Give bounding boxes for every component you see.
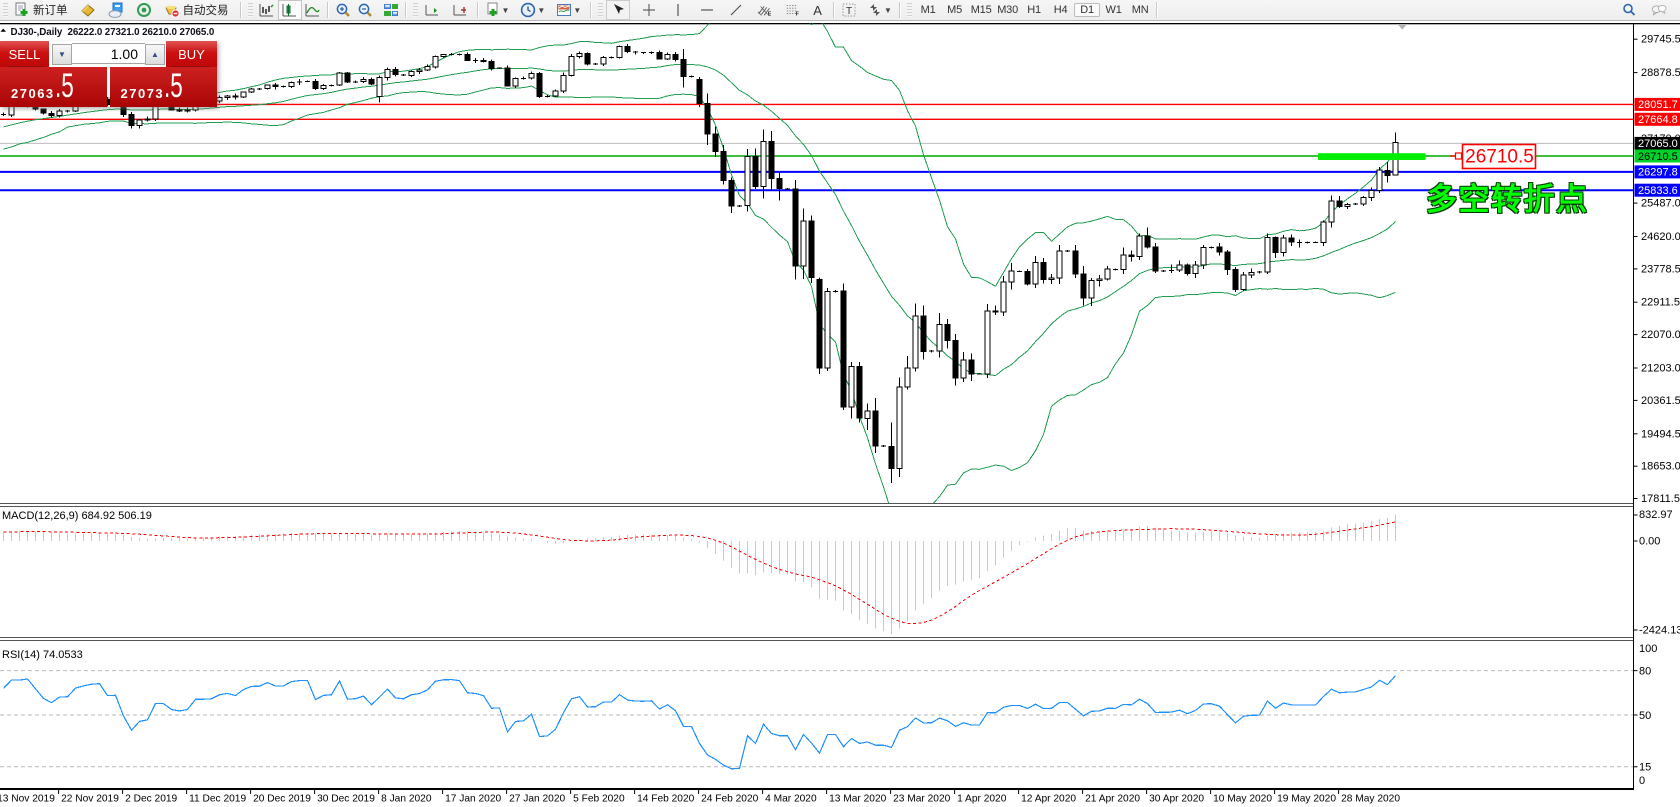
svg-text:30 Dec 2019: 30 Dec 2019 — [317, 794, 375, 805]
svg-text:22911.5: 22911.5 — [1641, 297, 1680, 309]
svg-text:0: 0 — [1639, 775, 1645, 787]
svg-text:21203.0: 21203.0 — [1641, 363, 1680, 375]
svg-text:RSI(14) 74.0533: RSI(14) 74.0533 — [2, 649, 83, 661]
svg-text:10 May 2020: 10 May 2020 — [1213, 794, 1272, 805]
svg-text:26710.5: 26710.5 — [1638, 151, 1678, 163]
svg-text:12 Apr 2020: 12 Apr 2020 — [1021, 794, 1076, 805]
svg-text:13 Mar 2020: 13 Mar 2020 — [829, 794, 887, 805]
svg-text:832.97: 832.97 — [1639, 509, 1673, 521]
svg-text:2 Dec 2019: 2 Dec 2019 — [125, 794, 177, 805]
svg-text:13 Nov 2019: 13 Nov 2019 — [0, 794, 55, 805]
svg-text:F: F — [796, 11, 800, 17]
svg-text:100: 100 — [1639, 643, 1657, 655]
svg-text:50: 50 — [1639, 710, 1651, 722]
svg-text:14 Feb 2020: 14 Feb 2020 — [637, 794, 695, 805]
svg-text:4 Mar 2020: 4 Mar 2020 — [765, 794, 817, 805]
svg-text:24 Feb 2020: 24 Feb 2020 — [701, 794, 759, 805]
svg-text:25487.0: 25487.0 — [1641, 198, 1680, 210]
svg-text:28051.7: 28051.7 — [1638, 99, 1678, 111]
svg-text:22 Nov 2019: 22 Nov 2019 — [61, 794, 119, 805]
svg-text:21 Apr 2020: 21 Apr 2020 — [1085, 794, 1140, 805]
svg-text:26710.5: 26710.5 — [1465, 147, 1534, 168]
svg-text:1 Apr 2020: 1 Apr 2020 — [957, 794, 1007, 805]
svg-text:80: 80 — [1639, 665, 1651, 677]
svg-text:-2424.13: -2424.13 — [1639, 625, 1680, 637]
svg-text:18653.0: 18653.0 — [1641, 461, 1680, 473]
svg-text:8 Jan 2020: 8 Jan 2020 — [381, 794, 432, 805]
svg-text:23 Mar 2020: 23 Mar 2020 — [893, 794, 951, 805]
svg-text:30 Apr 2020: 30 Apr 2020 — [1149, 794, 1204, 805]
svg-text:17 Jan 2020: 17 Jan 2020 — [445, 794, 501, 805]
svg-text:27664.8: 27664.8 — [1638, 114, 1678, 126]
svg-text:27 Jan 2020: 27 Jan 2020 — [509, 794, 565, 805]
svg-text:26297.8: 26297.8 — [1638, 167, 1678, 179]
svg-text:T: T — [846, 6, 852, 17]
svg-text:11 Dec 2019: 11 Dec 2019 — [189, 794, 246, 805]
svg-text:20 Dec 2019: 20 Dec 2019 — [253, 794, 311, 805]
svg-text:5 Feb 2020: 5 Feb 2020 — [573, 794, 625, 805]
svg-text:DJ30-,Daily 26222.0 27321.0 2: DJ30-,Daily 26222.0 27321.0 26210.0 2706… — [11, 27, 215, 38]
svg-text:28 May 2020: 28 May 2020 — [1341, 794, 1400, 805]
svg-text:19 May 2020: 19 May 2020 — [1277, 794, 1336, 805]
svg-text:29745.5: 29745.5 — [1641, 34, 1680, 46]
svg-text:17811.5: 17811.5 — [1641, 493, 1680, 505]
svg-text:20361.5: 20361.5 — [1641, 395, 1680, 407]
svg-text:28878.5: 28878.5 — [1641, 67, 1680, 79]
svg-text:23778.5: 23778.5 — [1641, 263, 1680, 275]
svg-text:22070.0: 22070.0 — [1641, 329, 1680, 341]
svg-text:0.00: 0.00 — [1639, 536, 1660, 548]
svg-text:15: 15 — [1639, 762, 1651, 774]
svg-text:27065.0: 27065.0 — [1638, 138, 1678, 150]
svg-text:25833.6: 25833.6 — [1638, 185, 1678, 197]
svg-text:19494.5: 19494.5 — [1641, 428, 1680, 440]
svg-text:24620.0: 24620.0 — [1641, 231, 1680, 243]
svg-text:MACD(12,26,9) 684.92 506.19: MACD(12,26,9) 684.92 506.19 — [2, 510, 152, 522]
svg-text:E: E — [768, 11, 772, 17]
